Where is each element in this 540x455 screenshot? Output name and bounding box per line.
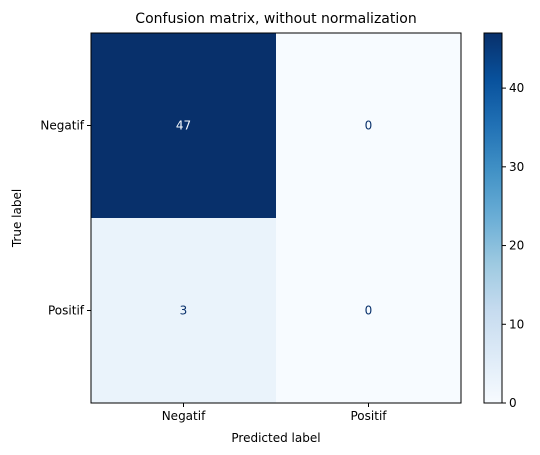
colorbar-tick-label: 20 [509,239,524,253]
matrix-cell [91,218,276,403]
matrix-cells [91,33,461,403]
matrix-cell [276,218,461,403]
colorbar-tick-label: 10 [509,317,524,331]
colorbar-tick-label: 0 [509,396,517,410]
plot-frame [90,32,462,404]
cell-value-label: 0 [365,119,373,133]
cell-value-label: 0 [365,304,373,318]
cell-value-label: 47 [176,119,191,133]
matrix-cell [276,33,461,218]
x-axis-ticks: Negatif Positif [162,403,388,423]
x-tick-label: Positif [351,409,388,423]
colorbar-tick-label: 30 [509,160,524,174]
chart-title: Confusion matrix, without normalization [135,11,416,27]
y-tick-label: Positif [48,304,85,318]
y-axis-ticks: Negatif Positif [40,119,91,318]
colorbar-tick-label: 40 [509,81,524,95]
matrix-cell [91,33,276,218]
x-tick-label: Negatif [162,409,206,423]
colorbar [483,32,503,404]
x-axis-label: Predicted label [231,431,320,445]
y-tick-label: Negatif [40,119,84,133]
colorbar-ticks: 0 10 20 30 40 [502,81,524,410]
cell-value-label: 3 [180,304,188,318]
matrix-cell-labels: 47 0 3 0 [176,119,372,318]
y-axis-label: True label [10,189,24,248]
